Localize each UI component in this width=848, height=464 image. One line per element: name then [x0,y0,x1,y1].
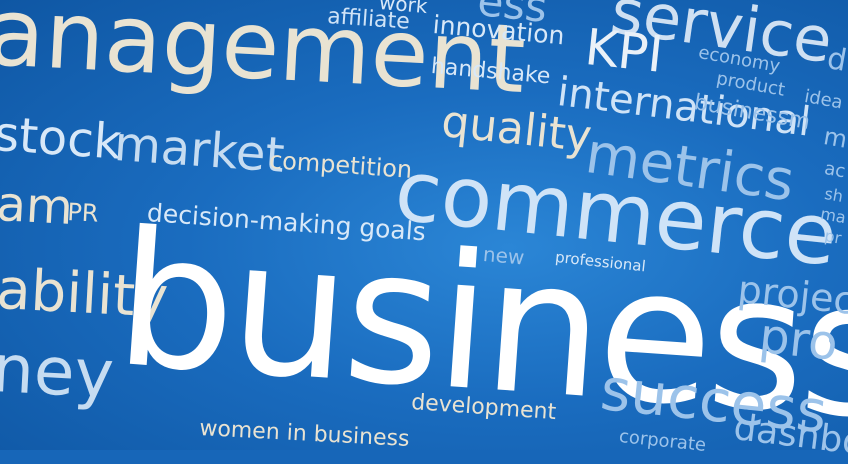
word-success-top: ess [475,0,550,33]
word-pr: PR [66,198,100,228]
word-network: work [378,0,429,19]
word-side-ma: ma [819,204,848,228]
blue-background [0,0,848,450]
word-kpi: KPI [582,18,666,84]
word-side-m: m [821,122,848,154]
word-team: am [0,176,75,236]
word-side-ac: ac [822,158,847,183]
word-money: ney [0,330,116,414]
word-dashboard: dashbo [731,407,848,464]
word-stock: stock [0,106,124,171]
word-pro: pro [756,308,841,372]
word-side-sh: sh [823,184,845,206]
word-side-pr: pr [823,226,843,248]
word-market: market [112,116,287,184]
